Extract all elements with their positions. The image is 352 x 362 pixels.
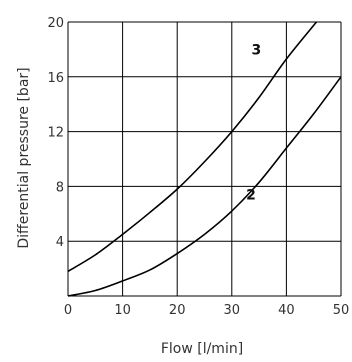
series-3-label: 3 xyxy=(252,42,262,58)
y-tick-label: 16 xyxy=(47,71,64,86)
x-tick-label: 50 xyxy=(333,303,350,318)
x-tick-label: 20 xyxy=(169,303,186,318)
x-tick-label: 40 xyxy=(278,303,295,318)
series-2-curve xyxy=(67,76,342,297)
series-labels: 32 xyxy=(246,42,261,203)
x-tick-label: 0 xyxy=(64,303,72,318)
y-tick-label: 12 xyxy=(47,126,64,141)
grid xyxy=(67,21,342,297)
series-curves xyxy=(67,21,342,297)
series-2-label: 2 xyxy=(246,188,256,204)
y-tick-label: 20 xyxy=(47,16,64,31)
x-tick-label: 10 xyxy=(114,303,131,318)
x-axis-title: Flow [l/min] xyxy=(161,341,243,357)
tick-labels: 0 10 20 30 40 50 4 8 12 16 20 xyxy=(47,16,349,318)
x-tick-label: 30 xyxy=(224,303,241,318)
y-tick-label: 4 xyxy=(56,235,64,250)
y-axis-title: Differential pressure [bar] xyxy=(16,67,32,248)
series-3-curve xyxy=(67,21,318,273)
y-tick-label: 8 xyxy=(56,180,64,195)
